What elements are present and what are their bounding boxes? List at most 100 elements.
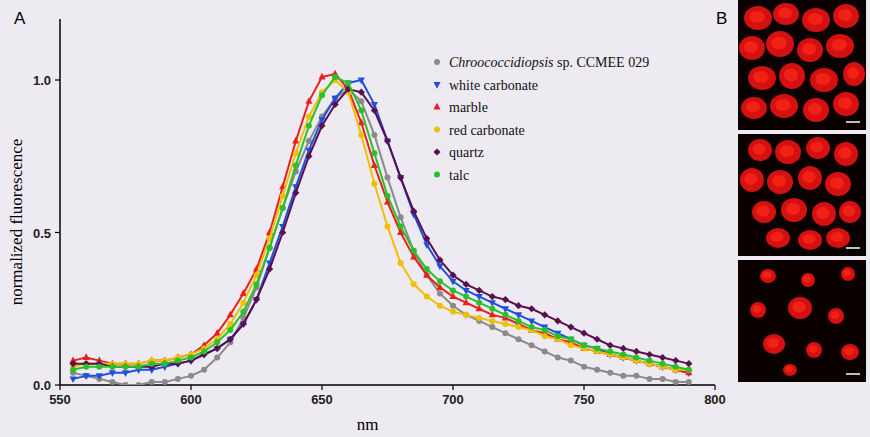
cell-core: [847, 67, 859, 79]
cell: [828, 308, 844, 324]
data-point: [175, 376, 181, 382]
y-axis-title: normalized fluorescence: [7, 139, 26, 306]
cells: [740, 137, 861, 250]
data-point: [318, 73, 325, 80]
data-point: [594, 345, 600, 351]
data-point: [502, 321, 508, 327]
cell: [748, 66, 776, 90]
data-point: [266, 266, 273, 273]
data-point: [463, 281, 470, 288]
cell-core: [843, 270, 851, 277]
data-point: [371, 150, 377, 156]
data-point: [358, 77, 365, 84]
cell-core: [778, 8, 792, 19]
data-point: [660, 376, 666, 382]
x-tick: [583, 385, 584, 390]
x-tick: [321, 385, 322, 390]
data-point: [489, 324, 495, 330]
data-point: [109, 370, 116, 377]
x-tick: [452, 385, 453, 390]
data-point: [109, 379, 115, 385]
legend-label: white carbonate: [449, 78, 538, 93]
legend-label: marble: [449, 100, 488, 115]
data-point: [686, 367, 692, 373]
data-point: [633, 348, 640, 355]
cell: [752, 201, 776, 223]
data-point: [502, 330, 508, 336]
data-point: [516, 336, 522, 342]
data-point: [542, 348, 548, 354]
data-point: [463, 294, 469, 300]
x-tick-label: 550: [49, 392, 71, 407]
data-point: [436, 264, 443, 271]
cells: [750, 267, 859, 376]
data-point: [96, 364, 102, 370]
cell-core: [780, 145, 794, 157]
cells: [739, 3, 865, 122]
data-point: [384, 137, 391, 144]
data-point: [201, 348, 207, 354]
data-point: [397, 174, 404, 181]
data-point: [332, 74, 338, 80]
data-point: [660, 361, 666, 367]
data-point: [358, 98, 364, 104]
cell: [810, 68, 838, 92]
x-axis-title: nm: [357, 415, 379, 434]
data-point: [411, 248, 417, 254]
data-point: [161, 360, 168, 367]
data-point: [214, 329, 221, 336]
data-point: [149, 361, 155, 367]
data-point: [371, 132, 377, 138]
cell: [779, 63, 805, 89]
cell: [773, 3, 799, 25]
data-point: [293, 150, 299, 156]
data-point: [528, 305, 535, 312]
cell: [806, 342, 822, 358]
data-point: [568, 336, 574, 342]
data-point: [686, 367, 692, 373]
data-point: [305, 153, 312, 160]
cell-core: [802, 171, 815, 183]
legend-label: red carbonate: [449, 123, 525, 138]
data-point: [214, 345, 221, 352]
cell: [812, 202, 836, 226]
data-point: [227, 311, 234, 318]
cell-core: [785, 366, 793, 372]
cell-core: [831, 311, 840, 319]
data-point: [646, 351, 653, 358]
legend-marker: [434, 59, 440, 65]
legend-label: quartz: [449, 145, 484, 160]
data-point: [424, 294, 430, 300]
data-point: [358, 132, 364, 138]
series-line: [73, 89, 689, 385]
cell: [739, 36, 765, 60]
data-point: [358, 108, 364, 114]
data-point: [398, 223, 404, 229]
cell-core: [810, 142, 823, 153]
cell: [843, 62, 865, 86]
panel-letter: A: [14, 9, 26, 28]
data-point: [529, 324, 535, 330]
data-point: [659, 354, 666, 361]
data-point: [515, 302, 522, 309]
data-point: [267, 245, 273, 251]
cell: [744, 6, 772, 30]
data-point: [620, 352, 626, 358]
data-point: [424, 266, 430, 272]
cell-core: [746, 102, 760, 113]
micrograph-ground: [738, 0, 866, 130]
y-tick: [55, 232, 60, 233]
cell: [839, 201, 861, 223]
cell: [826, 34, 854, 58]
data-point: [594, 367, 600, 373]
plot-area: [70, 70, 693, 385]
data-point: [568, 342, 574, 348]
data-point: [489, 293, 496, 300]
data-point: [292, 189, 299, 196]
cell: [798, 230, 822, 250]
cell-core: [808, 103, 822, 115]
data-point: [450, 309, 456, 315]
data-point: [162, 361, 168, 367]
cell-core: [830, 232, 843, 242]
data-point: [489, 318, 495, 324]
